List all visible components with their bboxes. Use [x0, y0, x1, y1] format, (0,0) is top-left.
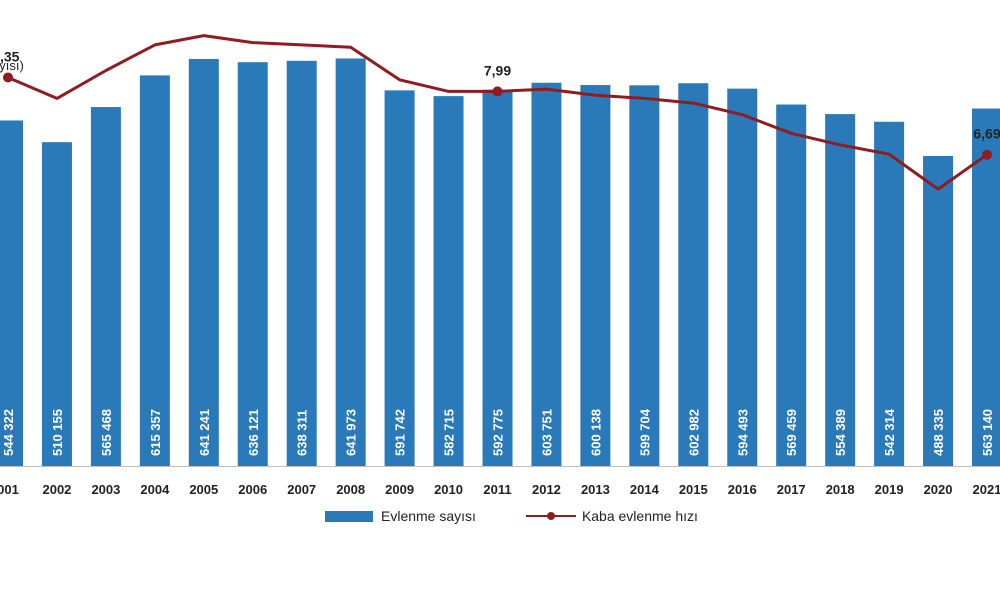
legend: Evlenme sayısı Kaba evlenme hızı	[325, 508, 748, 524]
bar-value-label: 636 121	[246, 409, 261, 456]
bar	[776, 104, 807, 466]
bar-value-label: 638 311	[295, 410, 310, 456]
bar	[531, 82, 562, 467]
rate-point	[3, 72, 13, 83]
x-tick-label: 2014	[630, 482, 660, 497]
bar	[139, 75, 170, 466]
bar	[678, 83, 709, 466]
bar	[41, 142, 72, 466]
legend-line-label: Kaba evlenme hızı	[581, 508, 698, 524]
rate-point-label: 7,99	[484, 62, 511, 78]
rate-point	[492, 86, 503, 97]
bar	[825, 114, 856, 467]
bar	[384, 90, 415, 466]
bar-labels-group: 544 322 510 155 565 468 615 357 641 241 636 1…	[1, 408, 995, 456]
x-tick-label: 2003	[91, 482, 120, 497]
bar-value-label: 600 138	[588, 409, 603, 456]
bar-value-label: 542 314	[882, 408, 897, 456]
x-tick-label: 2008	[336, 482, 365, 497]
bar-value-label: 569 459	[784, 409, 799, 456]
bar	[923, 156, 954, 466]
bar-value-label: 582 715	[442, 409, 457, 456]
rate-labels-group: ,35 7,99 6,69	[0, 48, 1000, 141]
x-tick-label: 2006	[238, 482, 267, 497]
x-tick-label: 2009	[385, 482, 414, 497]
bar	[874, 121, 905, 466]
x-tick-label: 2013	[581, 482, 610, 497]
x-tick-label: 2005	[189, 482, 218, 497]
bars-group	[0, 58, 1000, 467]
rate-points-group	[3, 72, 992, 160]
bar-value-label: 510 155	[50, 409, 65, 456]
bar-value-label: 641 241	[197, 409, 212, 456]
bar	[482, 89, 513, 466]
rate-point-label: ,35	[0, 48, 20, 64]
x-tick-label: 2019	[875, 482, 904, 497]
bar-value-label: 488 335	[931, 409, 946, 456]
bar-value-label: 591 742	[393, 409, 408, 456]
x-tick-label: 2018	[826, 482, 855, 497]
x-tick-label: 2011	[483, 482, 511, 497]
bar-value-label: 565 468	[99, 409, 114, 456]
bar-value-label: 544 322	[1, 409, 16, 456]
bar-value-label: 615 357	[148, 409, 163, 456]
rate-point-label: 6,69	[973, 126, 1000, 142]
x-ticks-group: 001 2002 2003 2004 2005 2006 2007 2008 2009 2010 2…	[0, 482, 1000, 497]
bar	[286, 60, 317, 466]
x-tick-label: 2015	[679, 482, 708, 497]
rate-point	[982, 149, 992, 160]
bar-value-label: 592 775	[491, 409, 506, 456]
legend-line-swatch	[525, 510, 576, 522]
bar-value-label: 603 751	[539, 409, 554, 456]
bar-value-label: 554 389	[833, 409, 848, 456]
bar	[335, 58, 366, 467]
y-axis-note: ayısı)	[0, 58, 24, 73]
x-tick-label: 2016	[728, 482, 757, 497]
x-tick-label: 2004	[140, 482, 170, 497]
x-tick-label: 2020	[924, 482, 953, 497]
x-tick-label: 2002	[42, 482, 71, 497]
legend-item-line: Kaba evlenme hızı	[525, 508, 698, 524]
x-tick-label: 2007	[287, 482, 316, 497]
bar-value-label: 602 982	[686, 409, 701, 456]
x-tick-label: 2010	[434, 482, 463, 497]
x-tick-label: 2012	[532, 482, 561, 497]
x-tick-label: 2021	[973, 482, 1000, 497]
bar	[433, 96, 464, 466]
bar-value-label: 599 704	[637, 408, 652, 456]
bar	[188, 58, 219, 467]
x-tick-label: 2017	[777, 482, 806, 497]
bar	[237, 62, 268, 467]
bar-value-label: 641 973	[344, 409, 359, 456]
bar-value-label: 594 493	[735, 409, 750, 456]
legend-bar-swatch	[325, 510, 373, 522]
x-tick-label: 001	[0, 482, 19, 497]
legend-bar-label: Evlenme sayısı	[381, 508, 476, 524]
bar	[972, 108, 1000, 467]
bar	[580, 85, 611, 466]
bar	[0, 120, 23, 466]
legend-item-bars: Evlenme sayısı	[325, 508, 476, 524]
bar-value-label: 563 140	[980, 409, 995, 456]
bar	[727, 88, 758, 466]
bar	[90, 107, 121, 466]
bar	[629, 85, 660, 466]
